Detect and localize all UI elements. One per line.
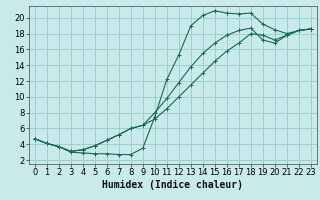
X-axis label: Humidex (Indice chaleur): Humidex (Indice chaleur) [102,180,243,190]
